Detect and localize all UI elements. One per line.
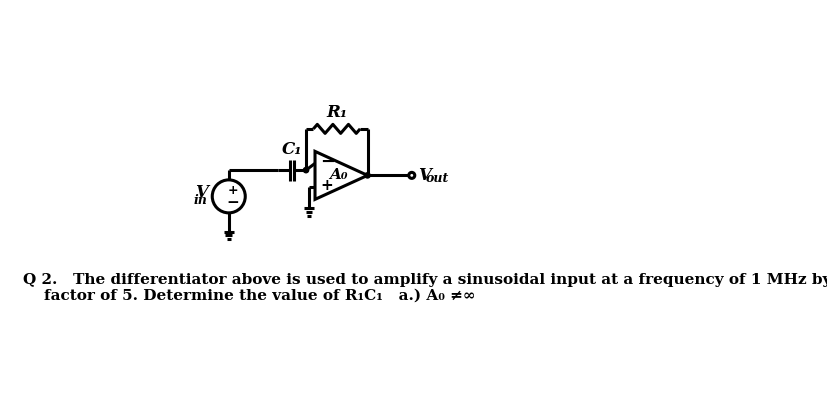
Text: V: V	[418, 167, 430, 184]
Text: −: −	[226, 195, 239, 210]
Text: in: in	[194, 194, 208, 206]
Text: R₁: R₁	[326, 104, 347, 121]
Text: Q 2.   The differentiator above is used to amplify a sinusoidal input at a frequ: Q 2. The differentiator above is used to…	[22, 273, 827, 287]
Text: −: −	[320, 153, 335, 171]
Circle shape	[303, 168, 308, 173]
Text: out: out	[425, 172, 448, 185]
Text: V: V	[194, 184, 208, 201]
Circle shape	[365, 173, 370, 178]
Text: +: +	[227, 184, 237, 197]
Text: A₀: A₀	[329, 169, 347, 183]
Text: factor of 5. Determine the value of R₁C₁   a.) A₀ ≠∞: factor of 5. Determine the value of R₁C₁…	[44, 288, 475, 302]
Text: +: +	[320, 178, 332, 193]
Text: C₁: C₁	[281, 141, 302, 158]
